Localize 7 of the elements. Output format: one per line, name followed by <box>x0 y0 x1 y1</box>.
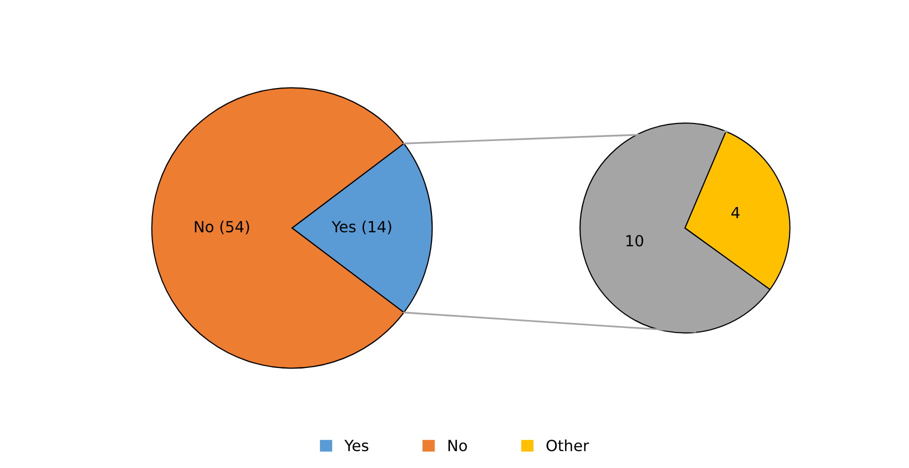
data-label: Yes (14) <box>332 220 392 234</box>
data-label: 10 <box>626 234 644 247</box>
data-label: No (54) <box>194 220 250 234</box>
legend-label: Yes <box>344 440 368 452</box>
legend-label: Other <box>546 439 590 452</box>
legend-label: No <box>448 440 467 452</box>
data-label: 4 <box>731 206 740 218</box>
